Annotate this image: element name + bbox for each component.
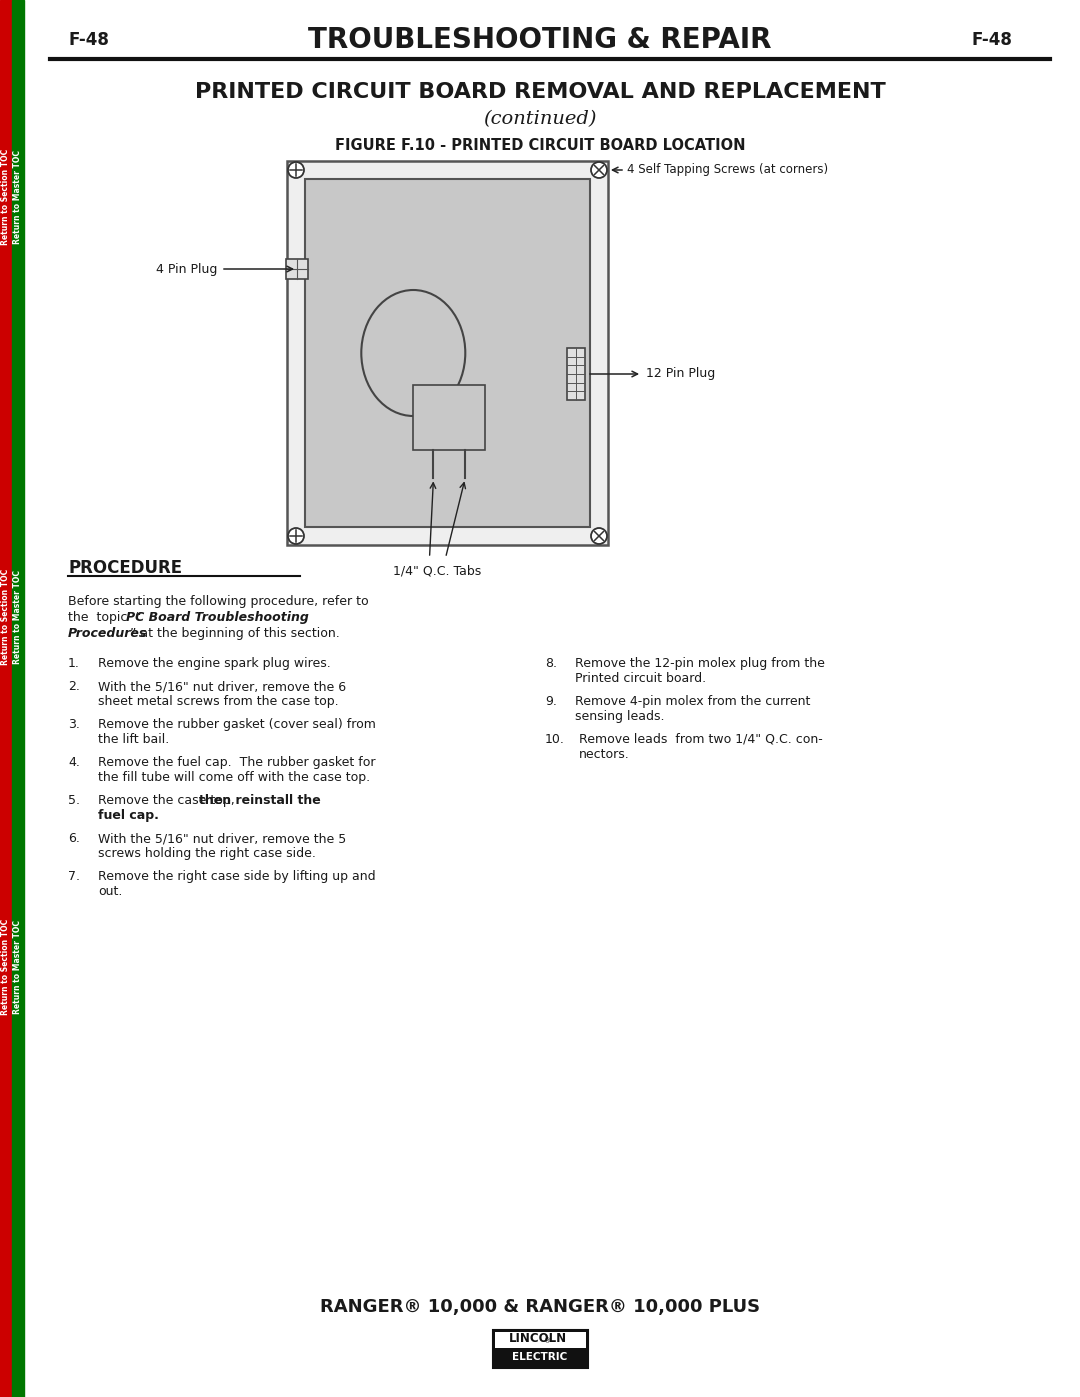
Text: Remove the engine spark plug wires.: Remove the engine spark plug wires.	[98, 657, 330, 671]
Text: nectors.: nectors.	[579, 747, 630, 761]
Bar	[305, 179, 590, 527]
Text: fuel cap.: fuel cap.	[98, 809, 159, 821]
Text: 7.: 7.	[68, 870, 80, 883]
Text: With the 5/16" nut driver, remove the 5: With the 5/16" nut driver, remove the 5	[98, 833, 347, 845]
Text: PROCEDURE: PROCEDURE	[68, 559, 183, 577]
Text: sensing leads.: sensing leads.	[575, 710, 664, 724]
Text: Printed circuit board.: Printed circuit board.	[575, 672, 706, 685]
Bar	[12, 0, 24, 1397]
Bar	[0, 0, 12, 1397]
Bar	[287, 161, 608, 545]
Text: 4 Self Tapping Screws (at corners): 4 Self Tapping Screws (at corners)	[627, 163, 828, 176]
Text: PRINTED CIRCUIT BOARD REMOVAL AND REPLACEMENT: PRINTED CIRCUIT BOARD REMOVAL AND REPLAC…	[194, 82, 886, 102]
Text: 1.: 1.	[68, 657, 80, 671]
Text: Remove 4-pin molex from the current: Remove 4-pin molex from the current	[575, 694, 810, 708]
Text: 5.: 5.	[68, 793, 80, 807]
Text: 2.: 2.	[68, 680, 80, 693]
Text: Return to Master TOC: Return to Master TOC	[13, 921, 23, 1014]
Text: 1/4" Q.C. Tabs: 1/4" Q.C. Tabs	[393, 564, 482, 578]
Text: RANGER® 10,000 & RANGER® 10,000 PLUS: RANGER® 10,000 & RANGER® 10,000 PLUS	[320, 1298, 760, 1316]
Text: 4 Pin Plug: 4 Pin Plug	[156, 263, 217, 275]
Circle shape	[288, 162, 303, 177]
Text: 4.: 4.	[68, 756, 80, 768]
Circle shape	[591, 528, 607, 543]
Text: Return to Master TOC: Return to Master TOC	[13, 149, 23, 244]
Text: Remove the right case side by lifting up and: Remove the right case side by lifting up…	[98, 870, 376, 883]
Circle shape	[288, 528, 303, 543]
Text: Remove leads  from two 1/4" Q.C. con-: Remove leads from two 1/4" Q.C. con-	[579, 733, 823, 746]
Ellipse shape	[362, 291, 465, 416]
Text: ®: ®	[544, 1338, 551, 1344]
Text: (continued): (continued)	[483, 110, 597, 129]
Bar	[414, 386, 485, 450]
Bar	[495, 1331, 585, 1348]
Text: With the 5/16" nut driver, remove the 6: With the 5/16" nut driver, remove the 6	[98, 680, 346, 693]
Text: Before starting the following procedure, refer to: Before starting the following procedure,…	[68, 595, 368, 608]
Text: ELECTRIC: ELECTRIC	[512, 1352, 568, 1362]
Text: 3.: 3.	[68, 718, 80, 731]
Text: 10.: 10.	[545, 733, 565, 746]
Bar	[286, 258, 308, 279]
Text: Return to Section TOC: Return to Section TOC	[1, 149, 11, 244]
Text: Return to Section TOC: Return to Section TOC	[1, 569, 11, 665]
Text: Procedures: Procedures	[68, 627, 147, 640]
Bar	[492, 1330, 588, 1368]
Text: 6.: 6.	[68, 833, 80, 845]
Text: Remove the fuel cap.  The rubber gasket for: Remove the fuel cap. The rubber gasket f…	[98, 756, 376, 768]
Text: Return to Master TOC: Return to Master TOC	[13, 570, 23, 664]
Text: Remove the rubber gasket (cover seal) from: Remove the rubber gasket (cover seal) fr…	[98, 718, 376, 731]
Text: Remove the case top,: Remove the case top,	[98, 793, 239, 807]
Text: Remove the 12-pin molex plug from the: Remove the 12-pin molex plug from the	[575, 657, 825, 671]
Bar	[567, 348, 585, 400]
Text: the fill tube will come off with the case top.: the fill tube will come off with the cas…	[98, 771, 370, 784]
Text: LINCOLN: LINCOLN	[509, 1331, 567, 1345]
Text: 8.: 8.	[545, 657, 557, 671]
Text: FIGURE F.10 - PRINTED CIRCUIT BOARD LOCATION: FIGURE F.10 - PRINTED CIRCUIT BOARD LOCA…	[335, 137, 745, 152]
Text: Return to Section TOC: Return to Section TOC	[1, 919, 11, 1016]
Text: screws holding the right case side.: screws holding the right case side.	[98, 847, 315, 861]
Text: then reinstall the: then reinstall the	[199, 793, 321, 807]
Text: the lift bail.: the lift bail.	[98, 733, 170, 746]
Text: out.: out.	[98, 886, 122, 898]
Text: PC Board Troubleshooting: PC Board Troubleshooting	[126, 610, 309, 624]
Text: 9.: 9.	[545, 694, 557, 708]
Text: TROUBLESHOOTING & REPAIR: TROUBLESHOOTING & REPAIR	[308, 27, 772, 54]
Text: ” at the beginning of this section.: ” at the beginning of this section.	[130, 627, 340, 640]
Circle shape	[591, 162, 607, 177]
Text: sheet metal screws from the case top.: sheet metal screws from the case top.	[98, 694, 339, 708]
Text: the  topic  “: the topic “	[68, 610, 141, 624]
Text: F-48: F-48	[68, 31, 109, 49]
Text: 12 Pin Plug: 12 Pin Plug	[646, 367, 715, 380]
Text: F-48: F-48	[971, 31, 1012, 49]
